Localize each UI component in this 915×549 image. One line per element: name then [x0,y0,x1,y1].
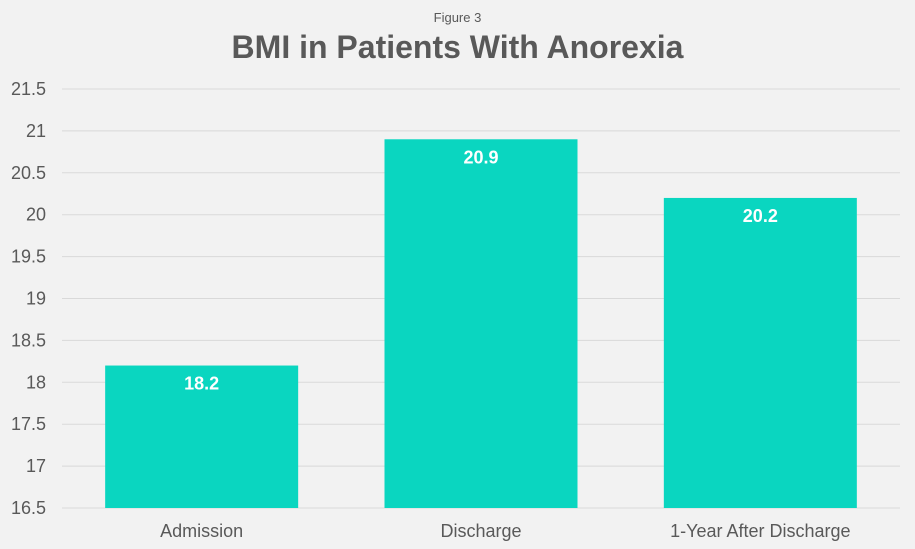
y-tick-label: 19 [26,289,46,309]
bar [384,139,578,508]
chart-title: BMI in Patients With Anorexia [231,29,684,65]
data-label: 20.9 [463,147,498,167]
data-label: 18.2 [184,374,219,394]
x-axis-categories: Admission Discharge 1-Year After Discharge [160,521,850,541]
category-label: 1-Year After Discharge [670,521,850,541]
category-label: Discharge [440,521,521,541]
y-tick-label: 17 [26,456,46,476]
bar [663,197,857,508]
y-tick-label: 18 [26,372,46,392]
figure-label: Figure 3 [433,10,482,25]
y-tick-label: 20 [26,205,46,225]
bars: 18.2 20.9 20.2 [105,139,857,508]
y-tick-label: 16.5 [11,498,46,518]
y-tick-label: 21.5 [11,79,46,99]
data-label: 20.2 [743,206,778,226]
category-label: Admission [160,521,243,541]
y-tick-label: 20.5 [11,163,46,183]
y-axis-ticks: 16.5 17 17.5 18 18.5 19 19.5 20 20.5 21 21.5 [11,79,46,518]
bar [105,365,299,508]
y-tick-label: 21 [26,121,46,141]
y-tick-label: 18.5 [11,330,46,350]
y-tick-label: 19.5 [11,247,46,267]
y-tick-label: 17.5 [11,414,46,434]
